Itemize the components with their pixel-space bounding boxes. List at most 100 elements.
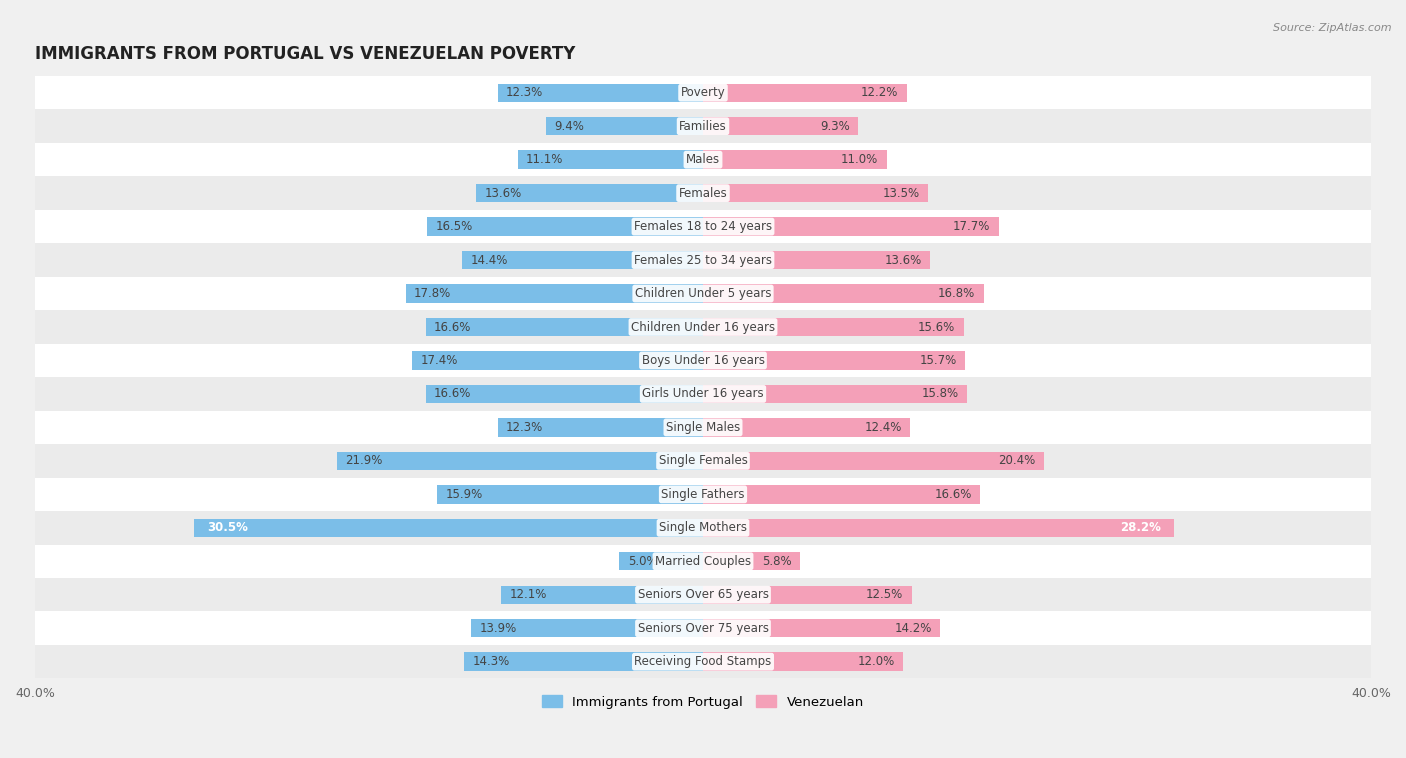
Bar [426, 318, 703, 337]
Bar [426, 385, 703, 403]
Text: 15.8%: 15.8% [921, 387, 959, 400]
Text: 12.4%: 12.4% [865, 421, 901, 434]
Text: 21.9%: 21.9% [346, 454, 382, 468]
Text: 13.6%: 13.6% [884, 254, 922, 267]
Bar [35, 578, 1371, 612]
Bar [406, 284, 703, 302]
Text: 5.0%: 5.0% [628, 555, 658, 568]
Text: Males: Males [686, 153, 720, 166]
Bar [475, 184, 703, 202]
Text: 12.1%: 12.1% [509, 588, 547, 601]
Bar [35, 177, 1371, 210]
Bar [703, 653, 904, 671]
Bar [703, 385, 967, 403]
Text: Single Males: Single Males [666, 421, 740, 434]
Bar [703, 485, 980, 503]
Bar [194, 518, 703, 537]
Text: Receiving Food Stamps: Receiving Food Stamps [634, 655, 772, 669]
Bar [703, 117, 858, 136]
Text: 5.8%: 5.8% [762, 555, 792, 568]
Text: Single Mothers: Single Mothers [659, 522, 747, 534]
Bar [703, 619, 941, 637]
Bar [464, 653, 703, 671]
Bar [546, 117, 703, 136]
Bar [498, 418, 703, 437]
Bar [703, 150, 887, 169]
Bar [35, 76, 1371, 109]
Bar [501, 585, 703, 604]
Text: 16.8%: 16.8% [938, 287, 976, 300]
Text: 15.6%: 15.6% [918, 321, 955, 334]
Text: Single Females: Single Females [658, 454, 748, 468]
Bar [35, 210, 1371, 243]
Text: 13.9%: 13.9% [479, 622, 516, 634]
Bar [703, 284, 984, 302]
Bar [35, 310, 1371, 343]
Bar [703, 585, 911, 604]
Text: Single Fathers: Single Fathers [661, 488, 745, 501]
Bar [463, 251, 703, 269]
Bar [498, 83, 703, 102]
Text: 12.0%: 12.0% [858, 655, 896, 669]
Text: Poverty: Poverty [681, 86, 725, 99]
Bar [337, 452, 703, 470]
Text: Seniors Over 75 years: Seniors Over 75 years [637, 622, 769, 634]
Bar [427, 218, 703, 236]
Text: 14.2%: 14.2% [894, 622, 932, 634]
Text: 28.2%: 28.2% [1119, 522, 1160, 534]
Text: 14.4%: 14.4% [471, 254, 508, 267]
Text: 20.4%: 20.4% [998, 454, 1035, 468]
Text: Boys Under 16 years: Boys Under 16 years [641, 354, 765, 367]
Text: Females: Females [679, 186, 727, 199]
Text: Children Under 5 years: Children Under 5 years [634, 287, 772, 300]
Bar [703, 452, 1043, 470]
Bar [35, 444, 1371, 478]
Bar [35, 243, 1371, 277]
Text: 12.5%: 12.5% [866, 588, 904, 601]
Text: Girls Under 16 years: Girls Under 16 years [643, 387, 763, 400]
Legend: Immigrants from Portugal, Venezuelan: Immigrants from Portugal, Venezuelan [537, 690, 869, 714]
Bar [35, 109, 1371, 143]
Bar [35, 544, 1371, 578]
Bar [703, 251, 931, 269]
Bar [703, 184, 928, 202]
Bar [35, 143, 1371, 177]
Text: IMMIGRANTS FROM PORTUGAL VS VENEZUELAN POVERTY: IMMIGRANTS FROM PORTUGAL VS VENEZUELAN P… [35, 45, 575, 64]
Text: 16.6%: 16.6% [434, 321, 471, 334]
Bar [35, 511, 1371, 544]
Text: Married Couples: Married Couples [655, 555, 751, 568]
Text: 15.7%: 15.7% [920, 354, 957, 367]
Text: 13.5%: 13.5% [883, 186, 920, 199]
Bar [703, 418, 910, 437]
Text: Females 18 to 24 years: Females 18 to 24 years [634, 220, 772, 233]
Text: 12.2%: 12.2% [860, 86, 898, 99]
Bar [35, 411, 1371, 444]
Text: 17.4%: 17.4% [420, 354, 458, 367]
Bar [35, 478, 1371, 511]
Text: 17.8%: 17.8% [413, 287, 451, 300]
Text: 13.6%: 13.6% [484, 186, 522, 199]
Bar [620, 552, 703, 571]
Text: 16.5%: 16.5% [436, 220, 472, 233]
Bar [703, 218, 998, 236]
Text: Children Under 16 years: Children Under 16 years [631, 321, 775, 334]
Text: 16.6%: 16.6% [434, 387, 471, 400]
Text: 11.1%: 11.1% [526, 153, 564, 166]
Text: Families: Families [679, 120, 727, 133]
Text: 12.3%: 12.3% [506, 86, 543, 99]
Bar [35, 645, 1371, 678]
Bar [471, 619, 703, 637]
Bar [703, 351, 965, 370]
Text: Females 25 to 34 years: Females 25 to 34 years [634, 254, 772, 267]
Text: 16.6%: 16.6% [935, 488, 972, 501]
Bar [703, 518, 1174, 537]
Bar [412, 351, 703, 370]
Text: 14.3%: 14.3% [472, 655, 510, 669]
Bar [35, 277, 1371, 310]
Bar [703, 318, 963, 337]
Bar [517, 150, 703, 169]
Bar [35, 377, 1371, 411]
Text: Source: ZipAtlas.com: Source: ZipAtlas.com [1274, 23, 1392, 33]
Text: 17.7%: 17.7% [953, 220, 990, 233]
Bar [703, 83, 907, 102]
